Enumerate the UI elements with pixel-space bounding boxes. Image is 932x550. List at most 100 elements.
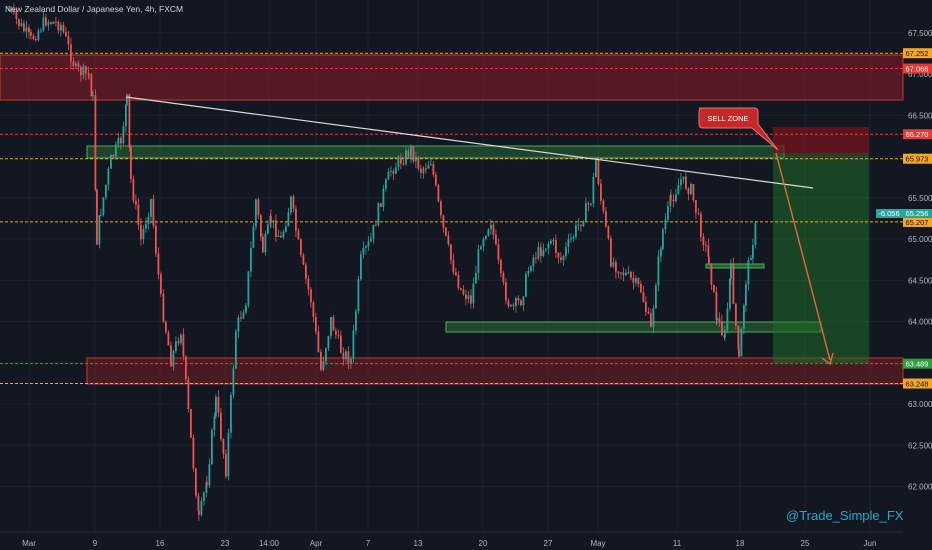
candle-body [682, 176, 685, 180]
upper-resistance-zone[interactable] [0, 54, 904, 101]
candle-body [412, 146, 415, 162]
candle-body [640, 283, 642, 293]
candle-body [232, 368, 235, 395]
candle-body [617, 271, 620, 274]
candle-body [392, 170, 395, 174]
candle-body [335, 330, 337, 335]
candle-body [747, 260, 750, 285]
candle-body [642, 292, 645, 303]
candle-body [752, 244, 754, 259]
price-change-badge [876, 209, 903, 218]
candle-body [160, 274, 162, 294]
candle-body [620, 272, 622, 274]
candles [8, 3, 757, 521]
candle-body [262, 236, 264, 253]
candle-body [190, 409, 192, 438]
candle-body [40, 30, 42, 32]
candle-body [260, 215, 262, 237]
candle-body [142, 228, 145, 240]
y-tick-label: 65.000 [908, 235, 932, 244]
candle-body [355, 311, 357, 331]
time-axis[interactable]: Mar 9 16 23 14:00 Apr 7 13 20 27 May 11 18 25 Jun [22, 539, 876, 548]
projection-arrowhead [821, 352, 834, 366]
candle-body [112, 154, 115, 157]
current-price-label: 65.256 [906, 209, 929, 218]
candle-body [88, 74, 90, 76]
candle-body [287, 212, 290, 227]
candle-body [45, 17, 47, 26]
level-badge [903, 378, 932, 389]
candle-body [32, 35, 35, 40]
candle-body [150, 199, 152, 217]
candle-body [382, 188, 385, 207]
y-tick-label: 66.500 [908, 111, 932, 120]
candle-body [380, 203, 382, 207]
candle-body [726, 308, 729, 331]
support-box-upper[interactable] [705, 263, 765, 269]
candle-body [713, 284, 715, 292]
candle-body [595, 159, 597, 178]
candle-body [285, 226, 287, 232]
candle-body [67, 36, 70, 45]
candle-body [117, 138, 120, 145]
candle-body [185, 356, 187, 380]
candle-body [572, 236, 575, 239]
candle-body [407, 150, 410, 157]
candle-body [716, 317, 718, 321]
sell-zone-callout[interactable]: SELL ZONE [698, 107, 779, 151]
candle-body [152, 199, 155, 226]
candle-body [275, 220, 277, 237]
candle-body [257, 199, 260, 216]
candle-body [70, 44, 72, 62]
candle-body [77, 63, 80, 67]
candle-body [295, 208, 297, 231]
projection-arrow[interactable] [775, 152, 831, 361]
candle-body [107, 168, 110, 185]
level-badge [903, 129, 932, 140]
sell-resistance-zone[interactable] [86, 145, 785, 159]
candle-body [290, 196, 292, 213]
candle-body [542, 249, 545, 257]
trade-stop-box[interactable] [773, 127, 869, 153]
candle-body [605, 211, 607, 227]
candle-body [213, 416, 216, 430]
candle-body [417, 157, 420, 169]
candle-body [582, 221, 585, 227]
candle-body [460, 288, 462, 290]
candle-body [362, 248, 365, 255]
candle-body [565, 247, 567, 256]
candle-body [395, 167, 397, 174]
candle-body [472, 283, 475, 304]
candle-body [203, 492, 205, 501]
candle-body [702, 236, 705, 246]
candle-body [365, 246, 367, 249]
candle-body [255, 199, 257, 227]
candle-body [125, 104, 127, 127]
candle-body [500, 259, 502, 274]
candle-body [687, 188, 690, 194]
candle-body [400, 157, 402, 164]
candle-body [317, 331, 320, 352]
candle-body [120, 138, 122, 144]
descending-trendline[interactable] [125, 96, 814, 189]
level-badge [903, 216, 932, 227]
callout-label: SELL ZONE [708, 114, 749, 123]
candle-body [535, 257, 537, 259]
mid-support-zone[interactable] [445, 321, 822, 333]
lower-support-zone[interactable] [86, 357, 904, 385]
candle-body [327, 336, 330, 349]
candle-body [220, 412, 222, 440]
candle-body [13, 9, 15, 11]
price-levels [0, 52, 903, 385]
x-tick-label: 27 [544, 539, 553, 548]
candle-body [597, 159, 600, 184]
candle-body [277, 235, 280, 237]
candle-body [157, 253, 160, 275]
candle-body [675, 194, 677, 202]
candle-body [247, 271, 250, 306]
candle-body [525, 273, 527, 297]
candle-body [25, 27, 28, 32]
candle-body [462, 289, 465, 295]
